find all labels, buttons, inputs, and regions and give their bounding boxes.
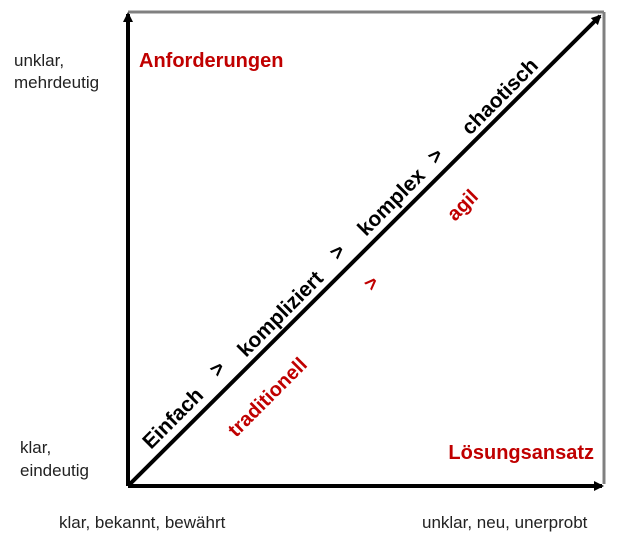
stage-label-kompliziert: kompliziert bbox=[233, 267, 328, 362]
requirements-label: Anforderungen bbox=[139, 50, 283, 72]
stage-kompliziert-group: kompliziert bbox=[233, 267, 328, 362]
y-axis-top-label-line2: mehrdeutig bbox=[14, 73, 99, 92]
approach-label-traditionell: traditionell bbox=[224, 354, 312, 442]
stage-separator-2: > bbox=[325, 240, 350, 265]
stage-chaotisch-group: chaotisch bbox=[457, 54, 543, 140]
stage-label-komplex: komplex bbox=[353, 164, 430, 241]
approach-separator: > bbox=[360, 272, 384, 296]
approach-agil-group: agil bbox=[443, 186, 483, 226]
approach-label-agil: agil bbox=[443, 186, 483, 226]
stage-separator-3: > bbox=[423, 144, 448, 169]
approach-sep-group: > bbox=[360, 272, 384, 296]
y-axis-bottom-label-line2: eindeutig bbox=[20, 461, 89, 480]
stage-komplex-group: komplex bbox=[353, 164, 430, 241]
y-axis-top-label-line1: unklar, bbox=[14, 51, 64, 70]
stage-separator-1: > bbox=[205, 357, 230, 382]
y-axis-bottom-label-line1: klar, bbox=[20, 438, 51, 457]
stage-sep2-group: > bbox=[325, 240, 350, 265]
stage-label-chaotisch: chaotisch bbox=[457, 54, 543, 140]
diagonal-arrow bbox=[126, 14, 602, 488]
x-axis-left-label: klar, bekannt, bewährt bbox=[59, 513, 226, 532]
stage-sep3-group: > bbox=[423, 144, 448, 169]
approach-traditionell-group: traditionell bbox=[224, 354, 312, 442]
stage-sep1-group: > bbox=[205, 357, 230, 382]
x-axis-right-label: unklar, neu, unerprobt bbox=[422, 513, 588, 532]
solution-approach-label: Lösungsansatz bbox=[448, 442, 594, 464]
